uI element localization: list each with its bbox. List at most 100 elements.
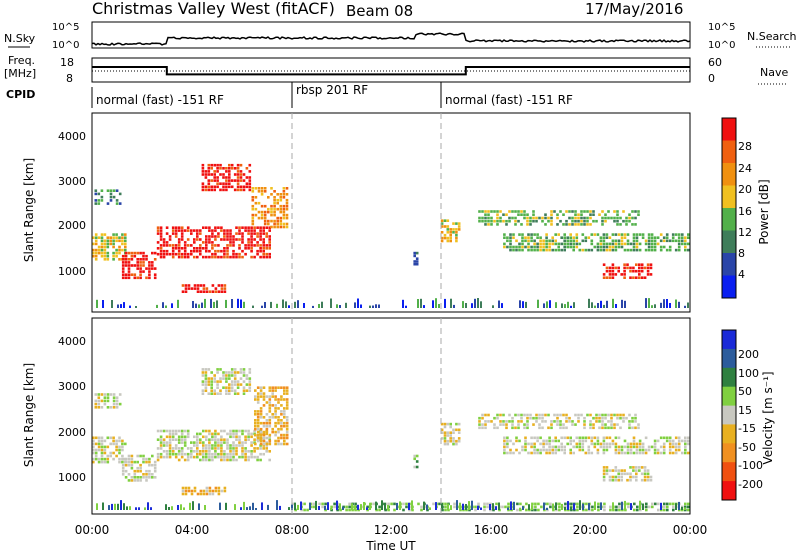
scatter-cell-9 bbox=[681, 239, 684, 243]
scatter-cell-12 bbox=[483, 508, 486, 512]
scatter-cell-3 bbox=[241, 238, 244, 241]
ground-scatter-cell bbox=[357, 298, 359, 308]
scatter-cell-8 bbox=[574, 216, 577, 220]
scatter-cell-3 bbox=[244, 252, 247, 256]
scatter-cell-4 bbox=[219, 188, 222, 192]
ground-scatter-cell bbox=[129, 305, 131, 308]
scatter-cell-4 bbox=[245, 182, 249, 185]
scatter-cell-0 bbox=[97, 248, 101, 252]
scatter-cell-5 bbox=[268, 433, 272, 437]
scatter-cell-3 bbox=[199, 244, 202, 247]
scatter-cell-8 bbox=[559, 219, 562, 223]
scatter-cell-8 bbox=[574, 223, 577, 226]
scatter-cell-3 bbox=[180, 429, 184, 433]
ground-scatter-cell bbox=[336, 304, 338, 308]
scatter-cell-3 bbox=[220, 226, 223, 229]
scatter-cell-6 bbox=[223, 486, 227, 490]
scatter-cell-6 bbox=[181, 489, 185, 493]
scatter-cell-6 bbox=[193, 486, 197, 490]
ground-scatter-cell bbox=[660, 302, 662, 308]
scatter-cell-3 bbox=[159, 252, 163, 256]
scatter-cell-4 bbox=[242, 386, 246, 389]
scatter-cell-8 bbox=[601, 420, 604, 423]
scatter-cell-3 bbox=[238, 252, 241, 256]
scatter-cell-2 bbox=[124, 251, 128, 255]
scatter-cell-9 bbox=[684, 439, 687, 443]
scatter-cell-7 bbox=[449, 422, 452, 426]
scatter-cell-3 bbox=[156, 429, 160, 433]
scatter-cell-1 bbox=[118, 192, 122, 196]
scatter-cell-8 bbox=[523, 210, 526, 213]
scatter-cell-2 bbox=[127, 276, 131, 280]
scatter-cell-6 bbox=[196, 284, 200, 287]
scatter-cell-4 bbox=[228, 374, 231, 377]
scatter-cell-5 bbox=[259, 436, 263, 440]
scatter-cell-9 bbox=[569, 442, 572, 446]
scatter-cell-12 bbox=[570, 502, 573, 506]
scatter-cell-12 bbox=[609, 508, 612, 512]
scatter-cell-4 bbox=[233, 368, 237, 371]
scatter-cell-5 bbox=[254, 389, 257, 392]
scatter-cell-8 bbox=[505, 423, 508, 426]
scatter-cell-3 bbox=[165, 455, 169, 459]
scatter-cell-4 bbox=[236, 371, 240, 374]
scatter-cell-8 bbox=[586, 223, 589, 226]
scatter-cell-1 bbox=[100, 406, 104, 409]
scatter-cell-12 bbox=[378, 508, 381, 512]
scatter-cell-0 bbox=[115, 236, 118, 239]
scatter-cell-3 bbox=[180, 452, 184, 456]
scatter-cell-3 bbox=[208, 241, 211, 244]
scatter-cell-10 bbox=[602, 478, 606, 482]
scatter-cell-9 bbox=[512, 236, 515, 239]
scatter-cell-10 bbox=[608, 266, 612, 270]
xtick-3: 12:00 bbox=[374, 523, 409, 537]
scatter-cell-3 bbox=[229, 452, 232, 456]
scatter-cell-9 bbox=[626, 445, 630, 449]
scatter-cell-9 bbox=[668, 448, 672, 452]
scatter-cell-3 bbox=[202, 455, 205, 459]
scatter-cell-8 bbox=[622, 219, 625, 223]
scatter-cell-9 bbox=[587, 248, 591, 252]
ground-scatter-cell bbox=[543, 502, 545, 510]
scatter-cell-9 bbox=[599, 245, 603, 249]
scatter-cell-9 bbox=[647, 239, 651, 243]
scatter-cell-4 bbox=[230, 386, 234, 389]
scatter-cell-5 bbox=[268, 398, 272, 401]
scatter-cell-8 bbox=[502, 420, 505, 423]
scatter-cell-3 bbox=[177, 441, 181, 444]
scatter-cell-8 bbox=[568, 420, 571, 423]
scatter-cell-6 bbox=[202, 284, 206, 287]
ground-scatter-cell bbox=[243, 301, 245, 308]
power-cb-tick-16: 16 bbox=[738, 205, 752, 218]
scatter-cell-12 bbox=[525, 508, 528, 512]
ground-scatter-cell bbox=[522, 301, 524, 308]
scatter-cell-8 bbox=[526, 420, 529, 423]
scatter-cell-12 bbox=[564, 502, 567, 506]
scatter-cell-5 bbox=[274, 439, 277, 443]
scatter-cell-1 bbox=[100, 195, 104, 199]
scatter-cell-11 bbox=[413, 254, 416, 258]
scatter-cell-7 bbox=[455, 222, 458, 225]
scatter-cell-10 bbox=[620, 273, 623, 276]
scatter-cell-5 bbox=[251, 213, 255, 217]
scatter-cell-9 bbox=[584, 451, 588, 455]
scatter-cell-8 bbox=[601, 413, 604, 417]
scatter-cell-9 bbox=[647, 448, 651, 452]
scatter-cell-7 bbox=[446, 231, 450, 234]
ground-scatter-cell bbox=[291, 504, 293, 510]
scatter-cell-7 bbox=[440, 428, 444, 432]
scatter-cell-3 bbox=[183, 241, 187, 244]
scatter-cell-5 bbox=[270, 207, 273, 211]
scatter-cell-2 bbox=[148, 264, 151, 267]
scatter-cell-9 bbox=[569, 436, 572, 440]
scatter-cell-8 bbox=[478, 423, 481, 426]
scatter-cell-10 bbox=[629, 472, 632, 476]
scatter-cell-2 bbox=[148, 267, 151, 270]
scatter-cell-8 bbox=[631, 216, 634, 220]
scatter-cell-0 bbox=[112, 239, 115, 243]
scatter-cell-10 bbox=[632, 466, 635, 469]
scatter-cell-5 bbox=[280, 398, 283, 401]
scatter-cell-9 bbox=[662, 445, 666, 449]
ground-scatter-cell bbox=[501, 303, 503, 308]
scatter-cell-5 bbox=[280, 421, 283, 425]
